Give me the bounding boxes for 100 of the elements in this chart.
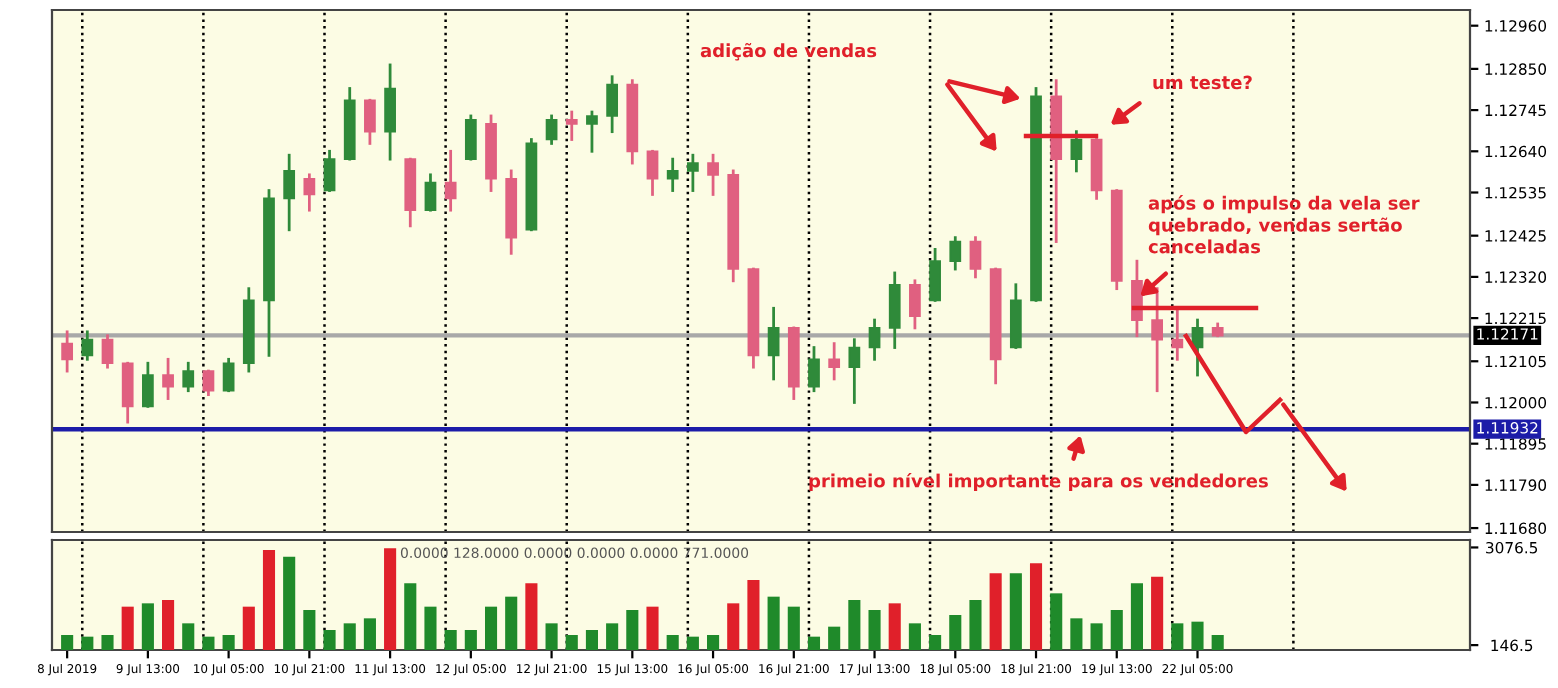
bar <box>424 606 437 650</box>
candlestick <box>464 114 477 161</box>
bar <box>747 580 760 650</box>
bar <box>242 606 255 650</box>
bar <box>363 618 376 650</box>
bar <box>61 635 74 650</box>
bar <box>807 636 821 650</box>
bar <box>464 630 477 650</box>
bar <box>1151 576 1164 650</box>
bar <box>969 600 982 650</box>
candlestick <box>1171 306 1184 361</box>
bar <box>162 600 175 650</box>
bar <box>1009 573 1022 650</box>
bar <box>989 573 1002 650</box>
candlestick <box>303 173 316 212</box>
candlestick <box>1151 287 1164 393</box>
bar <box>908 623 921 650</box>
bar <box>303 610 316 650</box>
candlestick <box>1009 283 1022 349</box>
candlestick <box>424 173 437 212</box>
annotation: primeio nível importante para os vendedores <box>809 472 1268 492</box>
candlestick <box>141 361 154 408</box>
candlestick <box>666 157 679 192</box>
candlestick <box>848 338 861 404</box>
bar <box>666 635 679 650</box>
bar <box>505 596 518 650</box>
bar <box>1090 623 1103 650</box>
annotation: após o impulso da vela ser quebrado, vendas sertão canceladas <box>1148 195 1420 254</box>
bar <box>262 550 276 650</box>
bar <box>1130 583 1143 650</box>
bar <box>323 630 336 650</box>
candlestick <box>323 149 336 192</box>
candlestick <box>202 369 215 397</box>
bar <box>848 600 861 650</box>
bar <box>626 610 639 650</box>
bar <box>283 556 296 650</box>
bar <box>929 635 942 650</box>
candlestick <box>969 236 982 279</box>
candlestick <box>283 153 296 232</box>
candlestick <box>61 330 74 373</box>
bar <box>1050 593 1063 650</box>
bar <box>828 626 841 650</box>
candlestick <box>949 236 962 271</box>
annotation: um teste? <box>1153 75 1252 90</box>
bar <box>141 603 154 650</box>
bar <box>222 635 235 650</box>
bar <box>404 583 417 650</box>
candlestick <box>828 342 841 381</box>
bar <box>525 583 538 650</box>
bar <box>101 635 114 650</box>
bar <box>949 615 962 650</box>
candlestick <box>121 361 134 424</box>
candlestick <box>808 346 820 393</box>
bar <box>767 596 780 650</box>
bar <box>888 603 901 650</box>
bar <box>484 606 498 650</box>
bar <box>384 548 397 650</box>
candlestick <box>81 330 94 361</box>
candlestick <box>1070 130 1083 173</box>
bar <box>585 630 599 650</box>
candlestick <box>767 306 780 381</box>
candlestick <box>646 149 659 196</box>
bar <box>343 623 356 650</box>
bar <box>545 623 558 650</box>
candlestick <box>182 361 195 393</box>
candlestick <box>101 334 114 369</box>
bar <box>606 623 619 650</box>
bar <box>868 610 881 650</box>
bar <box>444 630 457 650</box>
annotation: adição de vendas <box>700 42 877 61</box>
candlestick <box>384 63 396 161</box>
candlestick <box>888 271 901 349</box>
bar <box>1211 635 1224 650</box>
candlestick <box>929 248 941 302</box>
bar <box>565 635 578 650</box>
candlestick <box>707 153 719 196</box>
candlestick <box>606 75 619 134</box>
bar <box>121 606 134 650</box>
bar <box>646 606 659 650</box>
bar <box>1191 621 1204 650</box>
bar <box>727 603 740 650</box>
bar <box>1171 623 1184 650</box>
bar <box>787 606 800 650</box>
candlestick <box>565 110 578 141</box>
candlestick <box>1131 259 1143 338</box>
candlestick <box>545 114 558 145</box>
bar <box>81 636 94 650</box>
bar <box>1029 563 1043 650</box>
candlestick <box>868 318 881 361</box>
candlestick <box>909 279 921 330</box>
bar <box>1110 610 1123 650</box>
candlestick <box>364 98 376 145</box>
bar <box>686 636 699 650</box>
bar <box>1070 618 1083 650</box>
candlestick <box>162 357 174 400</box>
candlestick <box>586 110 598 153</box>
bar <box>182 623 195 650</box>
candlestick <box>222 357 235 393</box>
candlestick <box>444 149 457 212</box>
bar <box>707 635 720 650</box>
